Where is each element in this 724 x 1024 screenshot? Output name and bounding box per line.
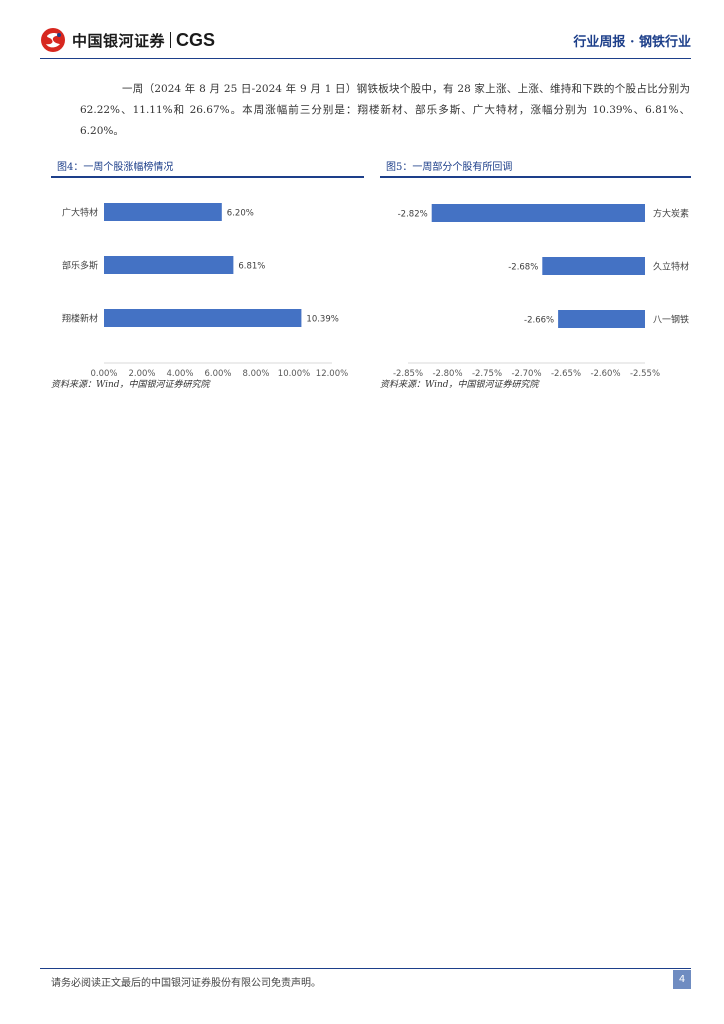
data-label: -2.82%	[398, 210, 428, 220]
figure-right-source: 资料来源：Wind，中国银河证券研究院	[380, 380, 539, 390]
bar	[104, 203, 222, 221]
category-label: 久立特材	[653, 261, 689, 273]
figure-left-source: 资料来源：Wind，中国银河证券研究院	[51, 380, 210, 390]
footer-rule	[40, 968, 691, 969]
brand-logo: 中国银河证券 CGS	[40, 27, 215, 53]
x-tick-label: 12.00%	[316, 369, 348, 378]
x-tick-label: 0.00%	[90, 369, 117, 378]
brand-logo-icon	[40, 27, 66, 53]
bar	[431, 204, 645, 222]
data-label: 10.39%	[306, 315, 338, 325]
x-tick-label: -2.80%	[432, 369, 462, 378]
x-tick-label: -2.75%	[472, 369, 502, 378]
bar	[558, 310, 645, 328]
body-paragraph: 一周（2024 年 8 月 25 日-2024 年 9 月 1 日）钢铁板块个股…	[80, 79, 690, 142]
page-number: 4	[673, 970, 691, 989]
x-tick-label: -2.55%	[630, 369, 660, 378]
x-tick-label: 10.00%	[278, 369, 310, 378]
figure-right: 图5：一周部分个股有所回调 -2.85% -2.80% -2.75% -2.70% -2…	[380, 160, 691, 382]
report-tag: 行业周报 · 钢铁行业	[573, 35, 691, 50]
bar	[104, 309, 302, 327]
figure-right-rule	[380, 176, 691, 178]
x-tick-label: 6.00%	[204, 369, 231, 378]
figure-left-title: 图4：一周个股涨幅榜情况	[57, 162, 174, 173]
x-tick-label: -2.70%	[511, 369, 541, 378]
data-label: -2.66%	[524, 316, 554, 326]
x-tick-label: -2.60%	[590, 369, 620, 378]
figure-left: 图4：一周个股涨幅榜情况 0.00% 2.00% 4.00% 6.00% 8.00% 10…	[51, 160, 364, 382]
x-tick-label: 4.00%	[166, 369, 193, 378]
page-header: 中国银河证券 CGS 行业周报 · 钢铁行业	[0, 0, 724, 60]
paragraph-text: 一周（2024 年 8 月 25 日-2024 年 9 月 1 日）钢铁板块个股…	[80, 83, 690, 137]
brand-divider	[170, 32, 172, 48]
chart-decliners: -2.85% -2.80% -2.75% -2.70% -2.65% -2.60% -2.5…	[393, 204, 689, 379]
chart-top-gainers: 0.00% 2.00% 4.00% 6.00% 8.00% 10.00% 12.00% 广大特…	[62, 203, 348, 379]
brand-name-cn: 中国银河证券	[72, 31, 166, 50]
category-label: 部乐多斯	[62, 260, 98, 272]
footer-disclaimer: 请务必阅读正文最后的中国银河证券股份有限公司免责声明。	[51, 978, 321, 989]
x-tick-label: -2.85%	[393, 369, 423, 378]
x-tick-label: -2.65%	[551, 369, 581, 378]
category-label: 方大炭素	[653, 208, 689, 220]
header-rule	[40, 58, 691, 59]
data-label: 6.20%	[227, 209, 254, 219]
bar	[104, 256, 234, 274]
bar	[542, 257, 645, 275]
data-label: -2.68%	[508, 263, 538, 273]
category-label: 翔楼新材	[62, 313, 98, 325]
brand-name-en: CGS	[176, 29, 216, 50]
figure-right-title: 图5：一周部分个股有所回调	[386, 162, 513, 173]
figure-left-rule	[51, 176, 364, 178]
x-tick-label: 8.00%	[242, 369, 269, 378]
data-label: 6.81%	[238, 262, 265, 272]
x-tick-label: 2.00%	[128, 369, 155, 378]
category-label: 广大特材	[62, 207, 98, 219]
category-label: 八一钢铁	[653, 314, 689, 326]
